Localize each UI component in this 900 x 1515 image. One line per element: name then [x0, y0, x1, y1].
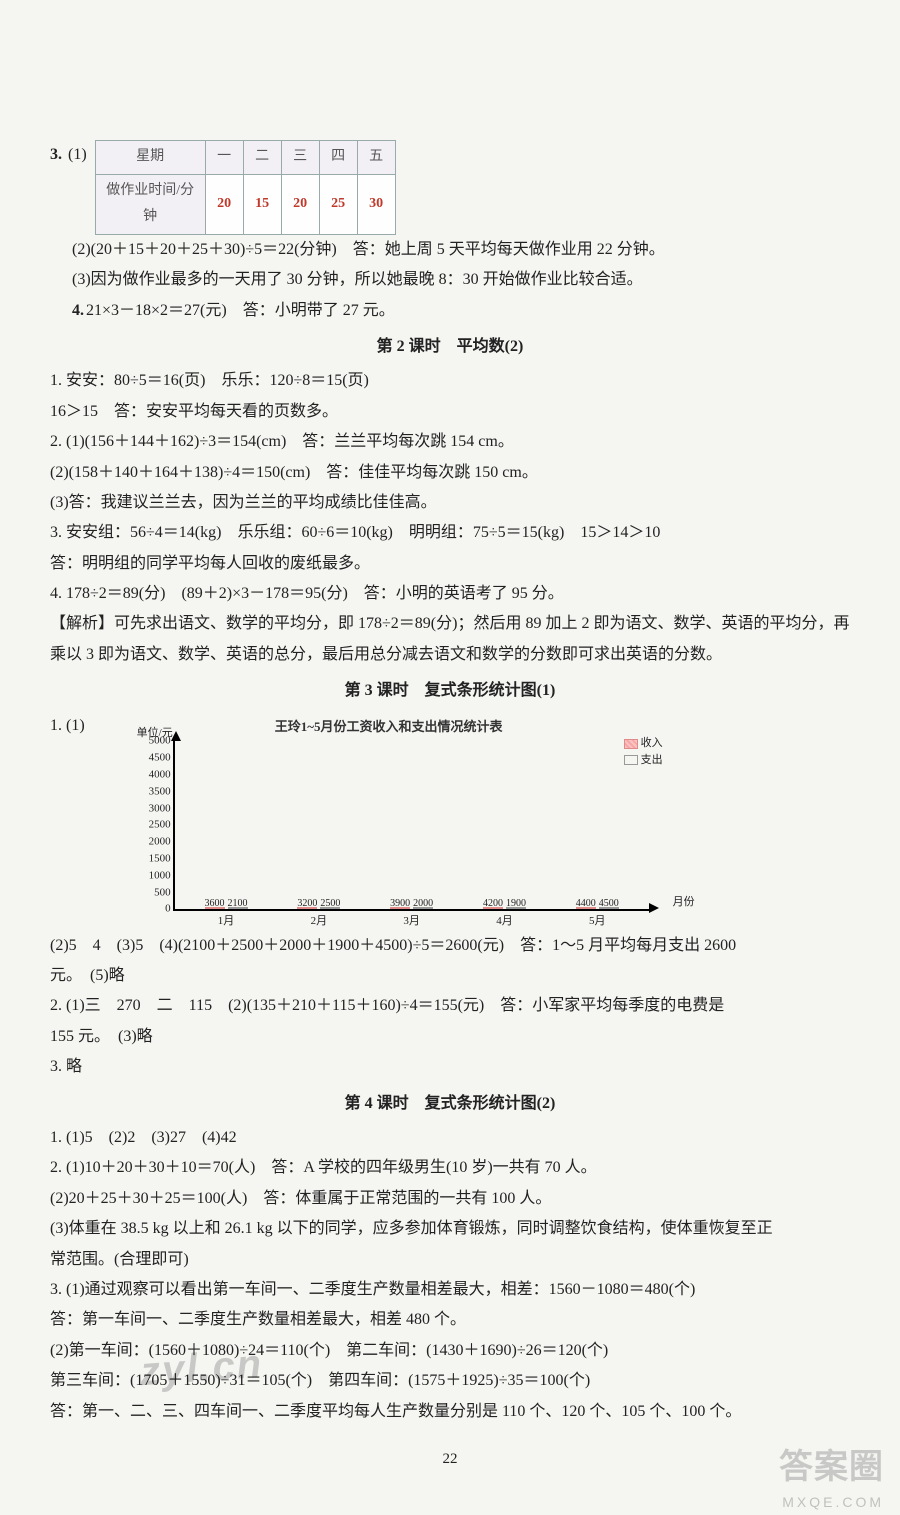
bar-expense: 2100	[228, 907, 248, 909]
s4q2a: 2. (1)10＋20＋30＋10＝70(人) 答：A 学校的四年级男生(10 …	[50, 1153, 850, 1183]
x-month-label: 4月	[496, 911, 513, 932]
chart-title: 王玲1~5月份工资收入和支出情况统计表	[129, 715, 649, 740]
wk-val: 20	[205, 174, 243, 234]
s4q3e: 答：第一、二、三、四车间一、二季度平均每人生产数量分别是 110 个、120 个…	[50, 1397, 850, 1427]
bar-income: 3200	[297, 907, 317, 909]
wk-day: 三	[281, 141, 319, 175]
month-group: 420019004月	[461, 907, 548, 909]
wk-day: 五	[357, 141, 395, 175]
q3-sub2: (2)(20＋15＋20＋25＋30)÷5＝22(分钟) 答：她上周 5 天平均…	[50, 235, 850, 265]
s2q1a: 1. 安安：80÷5＝16(页) 乐乐：120÷8＝15(页)	[50, 366, 850, 396]
s4q3c: (2)第一车间：(1560＋1080)÷24＝110(个) 第二车间：(1430…	[50, 1336, 850, 1366]
s2q2b: (2)(158＋140＋164＋138)÷4＝150(cm) 答：佳佳平均每次跳…	[50, 458, 850, 488]
wk-day: 一	[205, 141, 243, 175]
s3q1b: (2)5 4 (3)5 (4)(2100＋2500＋2000＋1900＋4500…	[50, 931, 850, 961]
s2q3a: 3. 安安组：56÷4＝14(kg) 乐乐组：60÷6＝10(kg) 明明组：7…	[50, 518, 850, 548]
s2q3b: 答：明明组的同学平均每人回收的废纸最多。	[50, 549, 850, 579]
s4q1: 1. (1)5 (2)2 (3)27 (4)42	[50, 1123, 850, 1153]
bar-expense: 1900	[506, 907, 526, 909]
s4q3a: 3. (1)通过观察可以看出第一车间一、二季度生产数量相差最大，相差：1560－…	[50, 1275, 850, 1305]
s3q1-lead: 1. (1)	[50, 711, 85, 741]
bar-income: 3900	[390, 907, 410, 909]
wk-day: 四	[319, 141, 357, 175]
q3-num: 3.	[50, 140, 62, 170]
x-month-label: 3月	[403, 911, 420, 932]
s2q4: 4. 178÷2＝89(分) (89＋2)×3－178＝95(分) 答：小明的英…	[50, 579, 850, 609]
income-expense-chart: 王玲1~5月份工资收入和支出情况统计表 单位/元 月份 收入 支出 360021…	[129, 715, 649, 925]
s3q3: 3. 略	[50, 1052, 850, 1082]
bar-expense: 4500	[599, 907, 619, 909]
wk-val: 30	[357, 174, 395, 234]
month-group: 440045005月	[554, 907, 641, 909]
s2exp: 【解析】可先求出语文、数学的平均分，即 178÷2＝89(分)；然后用 89 加…	[50, 609, 850, 670]
s2q2c: (3)答：我建议兰兰去，因为兰兰的平均成绩比佳佳高。	[50, 488, 850, 518]
x-month-label: 5月	[589, 911, 606, 932]
s4q2d: 常范围。(合理即可)	[50, 1245, 850, 1275]
x-month-label: 2月	[311, 911, 328, 932]
q4-text: 21×3－18×2＝27(元) 答：小明带了 27 元。	[86, 302, 395, 319]
q3-sub3: (3)因为做作业最多的一天用了 30 分钟，所以她最晚 8：30 开始做作业比较…	[50, 265, 850, 295]
s4q2c: (3)体重在 38.5 kg 以上和 26.1 kg 以下的同学，应多参加体育锻…	[50, 1214, 850, 1244]
month-group: 360021001月	[183, 907, 270, 909]
s4q3b: 答：第一车间一、二季度生产数量相差最大，相差 480 个。	[50, 1305, 850, 1335]
bar-income: 4200	[483, 907, 503, 909]
s2q2a: 2. (1)(156＋144＋162)÷3＝154(cm) 答：兰兰平均每次跳 …	[50, 427, 850, 457]
bar-income: 3600	[205, 907, 225, 909]
s2q1b: 16＞15 答：安安平均每天看的页数多。	[50, 397, 850, 427]
section2-title: 第 2 课时 平均数(2)	[50, 332, 850, 362]
bar-expense: 2000	[413, 907, 433, 909]
page-number: 22	[50, 1445, 850, 1474]
month-group: 320025002月	[275, 907, 362, 909]
s4q2b: (2)20＋25＋30＋25＝100(人) 答：体重属于正常范围的一共有 100…	[50, 1184, 850, 1214]
wk-day: 二	[243, 141, 281, 175]
wk-val: 25	[319, 174, 357, 234]
q4-num: 4.	[72, 302, 84, 319]
section3-title: 第 3 课时 复式条形统计图(1)	[50, 676, 850, 706]
wk-val: 20	[281, 174, 319, 234]
s4q3d: 第三车间：(1705＋1550)÷31＝105(个) 第四车间：(1575＋19…	[50, 1366, 850, 1396]
wk-val: 15	[243, 174, 281, 234]
month-group: 390020003月	[368, 907, 455, 909]
chart-x-title: 月份	[673, 892, 695, 913]
wk-row-label: 做作业时间/分钟	[95, 174, 205, 234]
s3q2a: 2. (1)三 270 二 115 (2)(135＋210＋115＋160)÷4…	[50, 991, 850, 1021]
s3q1-row: 1. (1) 王玲1~5月份工资收入和支出情况统计表 单位/元 月份 收入 支出…	[50, 711, 850, 931]
corner-sub: MXQE.COM	[782, 1489, 884, 1515]
q3-sub1: (1)	[68, 140, 87, 170]
q3-row: 3. (1) 星期 一 二 三 四 五 做作业时间/分钟 20 15 20 25…	[50, 140, 850, 235]
weekday-table: 星期 一 二 三 四 五 做作业时间/分钟 20 15 20 25 30	[95, 140, 396, 235]
section4-title: 第 4 课时 复式条形统计图(2)	[50, 1089, 850, 1119]
y-tick-label: 5000	[131, 731, 171, 752]
bar-income: 4400	[576, 907, 596, 909]
s3q1b2: 元。 (5)略	[50, 961, 850, 991]
x-month-label: 1月	[218, 911, 235, 932]
s3q2b: 155 元。 (3)略	[50, 1022, 850, 1052]
wk-header-label: 星期	[95, 141, 205, 175]
bar-expense: 2500	[320, 907, 340, 909]
